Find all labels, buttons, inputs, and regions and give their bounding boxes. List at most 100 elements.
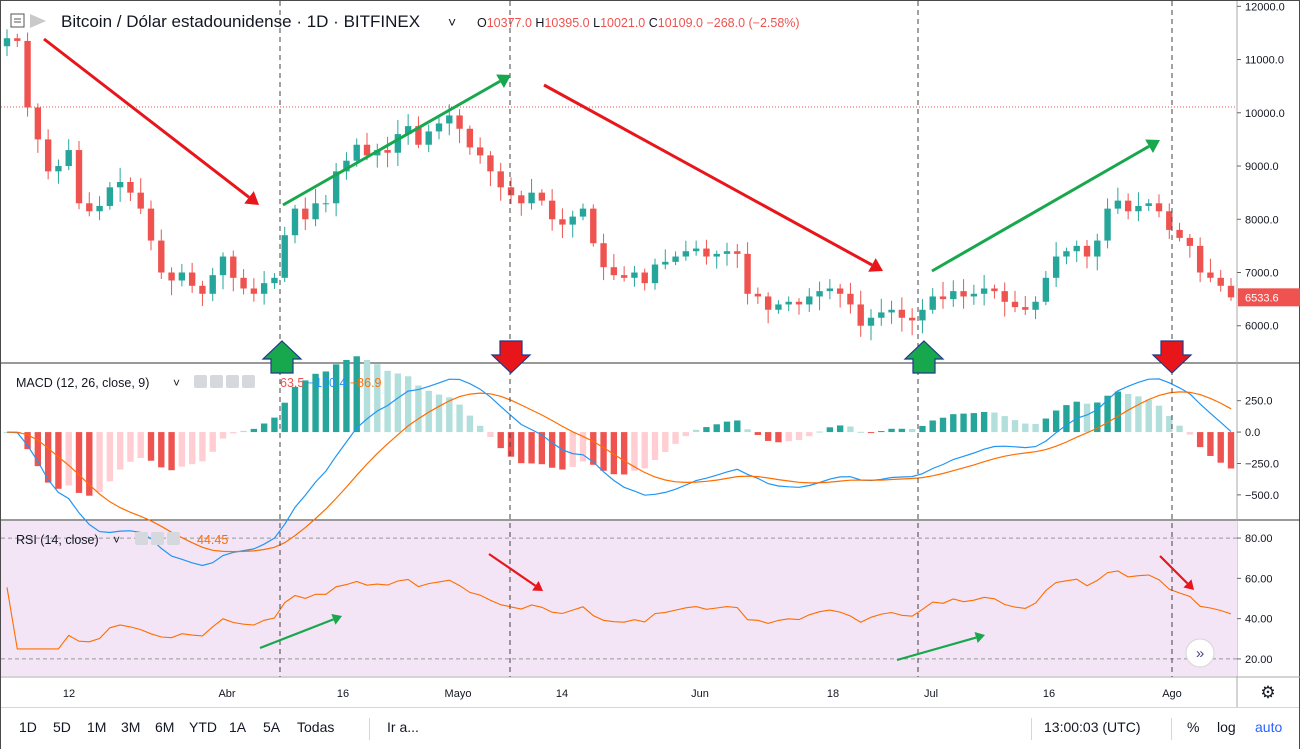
- candle-down: [250, 288, 258, 294]
- candle-up: [826, 288, 834, 292]
- scroll-to-latest-button[interactable]: [1185, 638, 1215, 668]
- macd-hist-bar: [1083, 403, 1091, 433]
- macd-hist-bar: [528, 432, 535, 464]
- chart-canvas[interactable]: 12000.0 11000.0 10000.0 9000.0 8000.0 7000.0 6…: [1, 1, 1300, 707]
- macd-hist-bar: [754, 432, 762, 435]
- ohlc-l-value: 10021.0: [600, 16, 649, 30]
- candle-up: [1135, 205, 1142, 212]
- candle-up: [281, 235, 288, 278]
- candle-down: [466, 128, 474, 148]
- candle-up: [435, 123, 443, 132]
- header-sep1: ·: [296, 12, 306, 31]
- symbol-title[interactable]: Bitcoin / Dólar estadounidense · 1D · BI…: [61, 12, 420, 31]
- rsi-axis-label: 80.00: [1245, 533, 1273, 545]
- macd-hist-bar: [168, 432, 175, 471]
- macd-hist-bar: [291, 386, 299, 433]
- macd-hist-bar: [991, 412, 998, 433]
- candle-up: [713, 253, 720, 257]
- trend-arrow-up: [931, 144, 1150, 273]
- scroll-right-icon: »: [1196, 645, 1204, 662]
- candle-up: [919, 309, 926, 321]
- rsi-arrow-down: [488, 553, 536, 587]
- macd-hist-bar: [734, 420, 741, 433]
- macd-hist-bar: [106, 432, 114, 482]
- macd-hist-bar: [703, 427, 710, 433]
- macd-hist-bar: [1227, 432, 1235, 469]
- candle-up: [394, 134, 402, 153]
- macd-hist-bar: [723, 421, 731, 433]
- time-axis-label: Mayo: [445, 688, 472, 700]
- macd-hist-bar: [744, 429, 751, 433]
- range-button-1d[interactable]: 1D: [19, 719, 37, 735]
- macd-eye-icon[interactable]: [194, 375, 207, 388]
- percent-scale-toggle[interactable]: %: [1187, 719, 1200, 735]
- ohlc-values: O10377.0 H10395.0 L10021.0 C10109.0 −268…: [477, 16, 800, 30]
- candle-down: [600, 243, 607, 268]
- range-button-ytd[interactable]: YTD: [189, 719, 217, 735]
- ohlc-change: −268.0 (−2.58%): [706, 16, 799, 30]
- candle-up: [343, 160, 350, 172]
- clock-time[interactable]: 13:00:03 (UTC): [1044, 719, 1141, 735]
- rsi-eye-icon[interactable]: [135, 532, 148, 545]
- ohlc-l-label: L: [593, 16, 600, 30]
- macd-source-icon[interactable]: [226, 375, 239, 388]
- macd-hist-bar: [713, 424, 720, 433]
- rsi-arrow-up-head: [331, 614, 342, 625]
- macd-hist-bar: [806, 432, 813, 437]
- candle-down: [559, 219, 566, 225]
- macd-dropdown-icon[interactable]: ˅: [173, 376, 180, 390]
- log-scale-toggle[interactable]: log: [1217, 719, 1236, 735]
- macd-settings-icon[interactable]: [210, 375, 223, 388]
- macd-signal-line: [6, 391, 1232, 553]
- candle-down: [158, 240, 165, 273]
- macd-hist-bar: [497, 432, 504, 449]
- candle-down: [168, 272, 175, 281]
- macd-hist-bar: [1166, 415, 1173, 433]
- range-button-6m[interactable]: 6M: [155, 719, 175, 735]
- rsi-settings-icon[interactable]: [151, 532, 164, 545]
- ohlc-h-value: 10395.0: [544, 16, 593, 30]
- candle-up: [312, 203, 319, 220]
- time-axis-label: Jul: [924, 688, 938, 700]
- candle-up: [878, 312, 885, 318]
- price-axis-label: 7000.0: [1245, 268, 1279, 280]
- rsi-dropdown-icon[interactable]: ˅: [113, 533, 120, 547]
- range-button-3m[interactable]: 3M: [121, 719, 141, 735]
- candle-down: [1083, 245, 1091, 257]
- macd-hist-bar: [55, 432, 62, 489]
- rsi-close-icon[interactable]: [167, 532, 180, 545]
- candle-down: [939, 296, 947, 300]
- macd-v-signal: −86.9: [350, 376, 382, 390]
- macd-hist-bar: [672, 432, 679, 444]
- buy-signal-arrow: [261, 340, 303, 374]
- flag-icon[interactable]: [30, 14, 46, 28]
- macd-axis-label: 250.0: [1245, 396, 1273, 408]
- collapse-icon[interactable]: [10, 13, 25, 28]
- settings-gear-icon[interactable]: ⚙: [1260, 683, 1275, 703]
- candle-up: [816, 291, 823, 297]
- rsi-value: 44.45: [197, 533, 228, 547]
- candle-down: [127, 182, 134, 193]
- buy-signal-arrow-shape: [261, 340, 303, 374]
- candle-up: [1052, 256, 1060, 278]
- symbol-header: Bitcoin / Dólar estadounidense · 1D · BI…: [10, 12, 800, 31]
- macd-hist-bar: [836, 425, 844, 433]
- range-button-5a[interactable]: 5A: [263, 719, 281, 735]
- range-button-5d[interactable]: 5D: [53, 719, 71, 735]
- macd-hist-bar: [1124, 393, 1132, 433]
- macd-hist-bar: [1135, 396, 1142, 433]
- macd-hist-bar: [641, 432, 648, 469]
- symbol-dropdown-icon[interactable]: ˅: [448, 14, 456, 30]
- time-axis-label: 16: [1043, 688, 1055, 700]
- goto-date-button[interactable]: Ir a...: [387, 719, 419, 735]
- candle-up: [806, 296, 813, 305]
- candle-down: [908, 317, 916, 321]
- auto-scale-toggle[interactable]: auto: [1255, 719, 1283, 735]
- sell-signal-arrow-shape: [490, 340, 532, 374]
- range-button-1a[interactable]: 1A: [229, 719, 247, 735]
- macd-close-icon[interactable]: [242, 375, 255, 388]
- range-button-1m[interactable]: 1M: [87, 719, 107, 735]
- last-price-value: 6533.6: [1245, 292, 1279, 304]
- macd-hist-bar: [250, 428, 258, 433]
- range-button-todas[interactable]: Todas: [297, 719, 335, 735]
